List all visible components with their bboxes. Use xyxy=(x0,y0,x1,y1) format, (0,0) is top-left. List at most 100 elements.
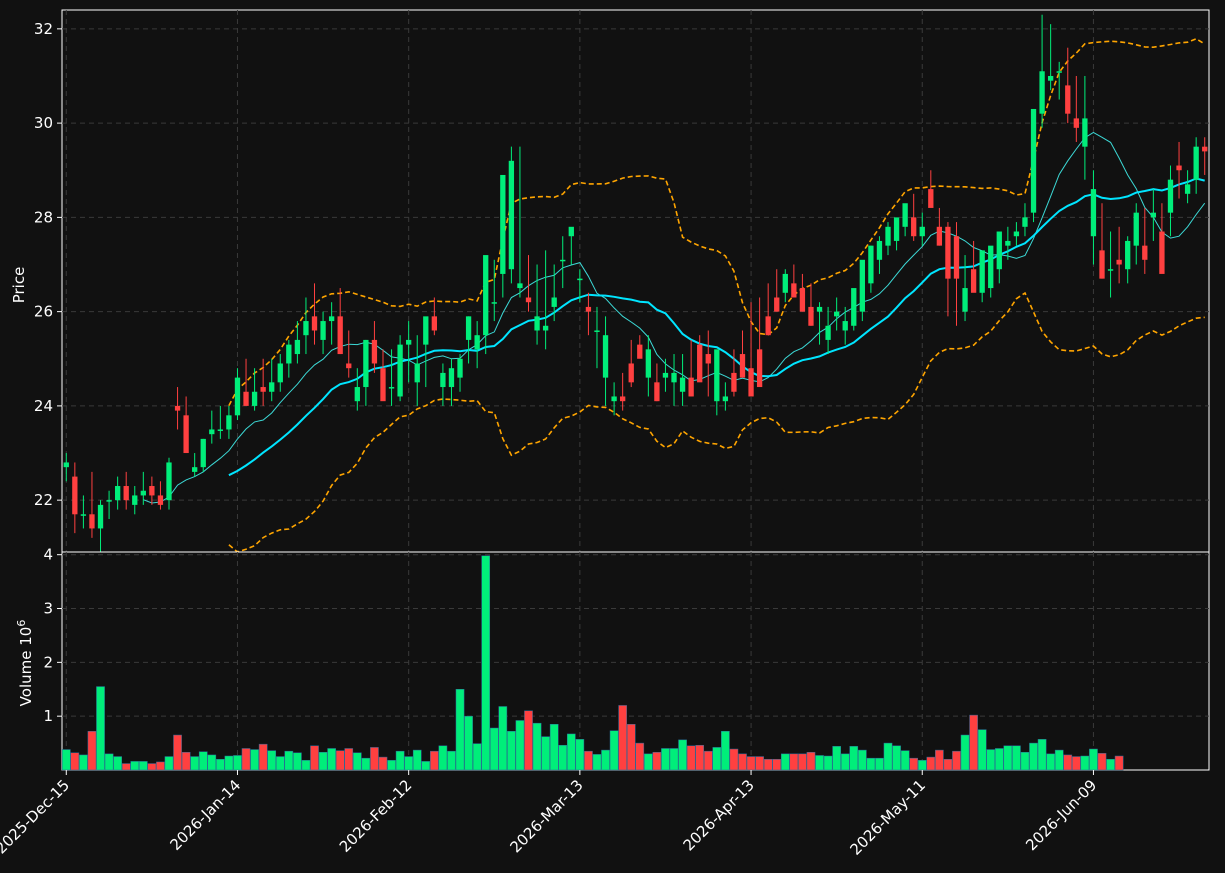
volume-bar xyxy=(943,758,953,771)
candle-body xyxy=(637,344,643,359)
candle-body xyxy=(149,486,155,496)
candle-body xyxy=(1030,108,1037,213)
candle-body xyxy=(714,349,720,402)
volume-bar xyxy=(669,748,679,771)
candle-body xyxy=(277,363,283,383)
volume-bar xyxy=(481,555,491,771)
candle-body xyxy=(303,321,309,336)
candle-body xyxy=(217,429,224,431)
volume-bar xyxy=(798,753,807,771)
candle-body xyxy=(517,283,523,289)
volume-bar xyxy=(310,745,319,771)
candle-body xyxy=(423,316,429,345)
price-tick-label: 30 xyxy=(34,114,53,132)
volume-bar xyxy=(644,753,653,771)
volume-bar xyxy=(524,710,533,771)
volume-bar xyxy=(686,745,696,771)
volume-bars xyxy=(61,555,1124,771)
candle-body xyxy=(192,467,198,472)
volume-bar xyxy=(447,750,456,771)
volume-bar xyxy=(378,756,388,771)
candle-body xyxy=(876,240,883,260)
candle-body xyxy=(63,462,69,468)
candle-body xyxy=(953,236,960,279)
volume-bar xyxy=(755,756,764,771)
candle-body xyxy=(166,462,172,501)
lower-band-line xyxy=(228,291,1205,553)
volume-bar xyxy=(892,745,901,771)
volume-bar xyxy=(352,752,362,771)
volume-bar xyxy=(1063,754,1073,771)
volume-bar xyxy=(566,733,576,771)
candle-body xyxy=(508,160,515,270)
volume-bar xyxy=(318,751,328,771)
candle-body xyxy=(260,387,266,392)
volume-bar xyxy=(190,756,199,771)
candle-body xyxy=(551,297,557,307)
candle-body xyxy=(568,226,574,237)
candle-body xyxy=(97,504,104,529)
volume-bar xyxy=(883,742,893,771)
candle-body xyxy=(354,387,360,402)
candle-body xyxy=(414,363,420,383)
volume-tick-label: 3 xyxy=(43,600,53,618)
candle-body xyxy=(346,363,352,369)
volume-bar xyxy=(780,753,790,771)
candle-body xyxy=(816,306,823,312)
candle-body xyxy=(1047,75,1054,81)
candle-body xyxy=(628,363,634,383)
volume-bar xyxy=(789,753,799,771)
candle-body xyxy=(440,372,446,388)
volume-bar xyxy=(875,757,884,771)
candle-body xyxy=(209,429,215,435)
candle-body xyxy=(808,306,814,326)
candle-body xyxy=(1005,240,1011,246)
volume-bar xyxy=(284,750,294,771)
candle-body xyxy=(654,382,660,402)
volume-bar xyxy=(404,756,413,771)
volume-bar xyxy=(395,750,405,771)
candle-body xyxy=(1039,71,1045,114)
volume-bar xyxy=(584,750,593,771)
candle-body xyxy=(1142,245,1148,260)
candle-body xyxy=(89,514,95,529)
candle-body xyxy=(294,339,301,355)
volume-bar xyxy=(952,750,961,771)
candle-body xyxy=(842,321,848,331)
volume-bar xyxy=(532,722,542,771)
candle-body xyxy=(132,495,138,505)
candle-body xyxy=(72,476,78,515)
volume-bar xyxy=(139,761,148,771)
candle-body xyxy=(748,368,754,397)
price-tick-label: 28 xyxy=(34,208,53,226)
volume-bar xyxy=(258,743,268,771)
volume-bar xyxy=(772,758,782,771)
candle-body xyxy=(1065,85,1071,114)
volume-bar xyxy=(173,734,182,771)
volume-bar xyxy=(472,743,482,771)
candle-body xyxy=(962,288,968,312)
volume-bar xyxy=(721,730,730,771)
volume-bar xyxy=(1037,739,1047,771)
candle-body xyxy=(1022,217,1028,227)
price-axis-label: Price xyxy=(10,267,28,304)
volume-bar xyxy=(609,730,619,771)
volume-bar xyxy=(224,755,234,771)
candle-body xyxy=(893,217,900,241)
volume-tick-label: 2 xyxy=(43,653,53,671)
candle-body xyxy=(560,259,566,262)
price-y-ticks: 22 24 26 28 30 32 xyxy=(34,20,62,509)
candle-body xyxy=(525,297,532,303)
price-panel-frame xyxy=(61,9,1210,553)
candle-body xyxy=(1150,212,1157,218)
candle-body xyxy=(542,325,549,331)
volume-bar xyxy=(840,753,850,771)
candle-body xyxy=(1107,269,1114,271)
candle-body xyxy=(645,349,651,378)
candle-body xyxy=(80,514,87,516)
candle-body xyxy=(140,490,146,496)
volume-bar xyxy=(464,715,473,771)
volume-bar xyxy=(515,720,525,771)
volume-bar xyxy=(815,755,824,771)
volume-bar xyxy=(489,727,499,771)
